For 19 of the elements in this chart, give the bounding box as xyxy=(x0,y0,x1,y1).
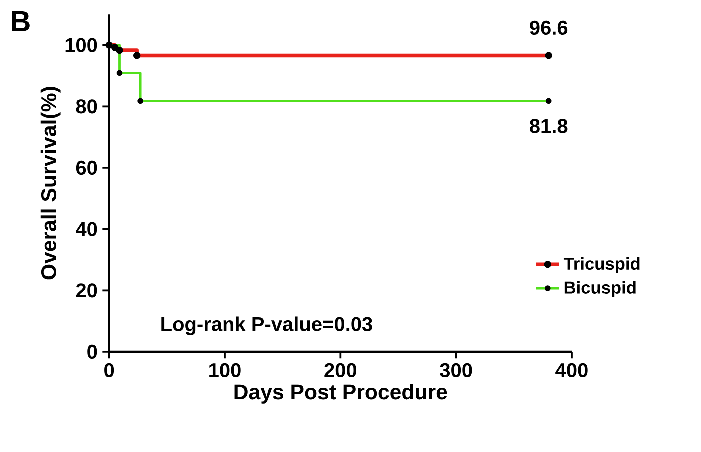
annotation: Log-rank P-value=0.03 xyxy=(162,316,372,336)
x-tick-label: 200 xyxy=(324,363,357,378)
y-tick-label: 20 xyxy=(76,284,98,298)
y-tick-label: 60 xyxy=(76,160,98,176)
x-tick-label: 300 xyxy=(440,363,472,378)
x-tick-label: 100 xyxy=(210,363,241,378)
chart-title: B xyxy=(12,11,30,32)
y-tick-label: 100 xyxy=(66,38,98,52)
legend-label: Tricuspid xyxy=(564,257,640,274)
y-tick-label: 80 xyxy=(76,100,98,114)
annotation: 81.8 xyxy=(530,119,568,134)
x-tick-label: 400 xyxy=(556,363,588,378)
y-tick-label: 40 xyxy=(76,222,98,236)
y-tick-label: 0 xyxy=(88,344,98,360)
x-tick-label: 0 xyxy=(104,363,114,378)
legend-label: Bicuspid xyxy=(564,281,636,298)
y-axis-title: Overall Survival(%) xyxy=(40,87,61,280)
x-axis-title: Days Post Procedure xyxy=(234,384,448,404)
annotation: 96.6 xyxy=(530,20,568,36)
